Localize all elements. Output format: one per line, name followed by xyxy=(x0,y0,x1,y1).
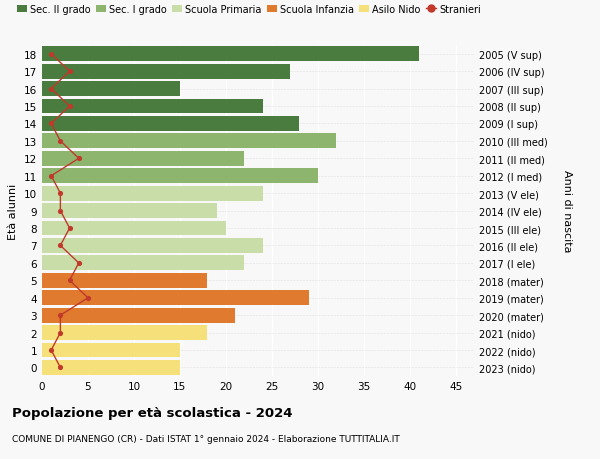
Bar xyxy=(42,239,263,253)
Point xyxy=(74,260,83,267)
Y-axis label: Età alunni: Età alunni xyxy=(8,183,19,239)
Bar xyxy=(42,325,208,340)
Legend: Sec. II grado, Sec. I grado, Scuola Primaria, Scuola Infanzia, Asilo Nido, Stran: Sec. II grado, Sec. I grado, Scuola Prim… xyxy=(17,5,481,15)
Bar xyxy=(42,291,308,306)
Point xyxy=(65,68,74,76)
Point xyxy=(46,86,56,93)
Point xyxy=(74,155,83,162)
Bar xyxy=(42,117,299,132)
Point xyxy=(65,277,74,285)
Y-axis label: Anni di nascita: Anni di nascita xyxy=(562,170,572,252)
Point xyxy=(46,347,56,354)
Text: Popolazione per età scolastica - 2024: Popolazione per età scolastica - 2024 xyxy=(12,406,293,419)
Bar xyxy=(42,100,263,114)
Bar xyxy=(42,256,244,271)
Point xyxy=(56,190,65,197)
Bar xyxy=(42,186,263,201)
Point xyxy=(56,364,65,371)
Point xyxy=(56,329,65,336)
Point xyxy=(56,138,65,145)
Bar xyxy=(42,82,180,97)
Bar xyxy=(42,151,244,166)
Bar xyxy=(42,204,217,218)
Point xyxy=(56,312,65,319)
Point xyxy=(65,103,74,111)
Point xyxy=(83,294,93,302)
Bar xyxy=(42,308,235,323)
Bar xyxy=(42,343,180,358)
Bar xyxy=(42,273,208,288)
Bar xyxy=(42,47,419,62)
Text: COMUNE DI PIANENGO (CR) - Dati ISTAT 1° gennaio 2024 - Elaborazione TUTTITALIA.I: COMUNE DI PIANENGO (CR) - Dati ISTAT 1° … xyxy=(12,434,400,443)
Point xyxy=(46,173,56,180)
Point xyxy=(56,207,65,215)
Bar xyxy=(42,360,180,375)
Bar xyxy=(42,65,290,79)
Point xyxy=(46,121,56,128)
Bar xyxy=(42,221,226,236)
Bar xyxy=(42,169,318,184)
Point xyxy=(65,225,74,232)
Point xyxy=(56,242,65,250)
Point xyxy=(46,51,56,58)
Bar xyxy=(42,134,336,149)
